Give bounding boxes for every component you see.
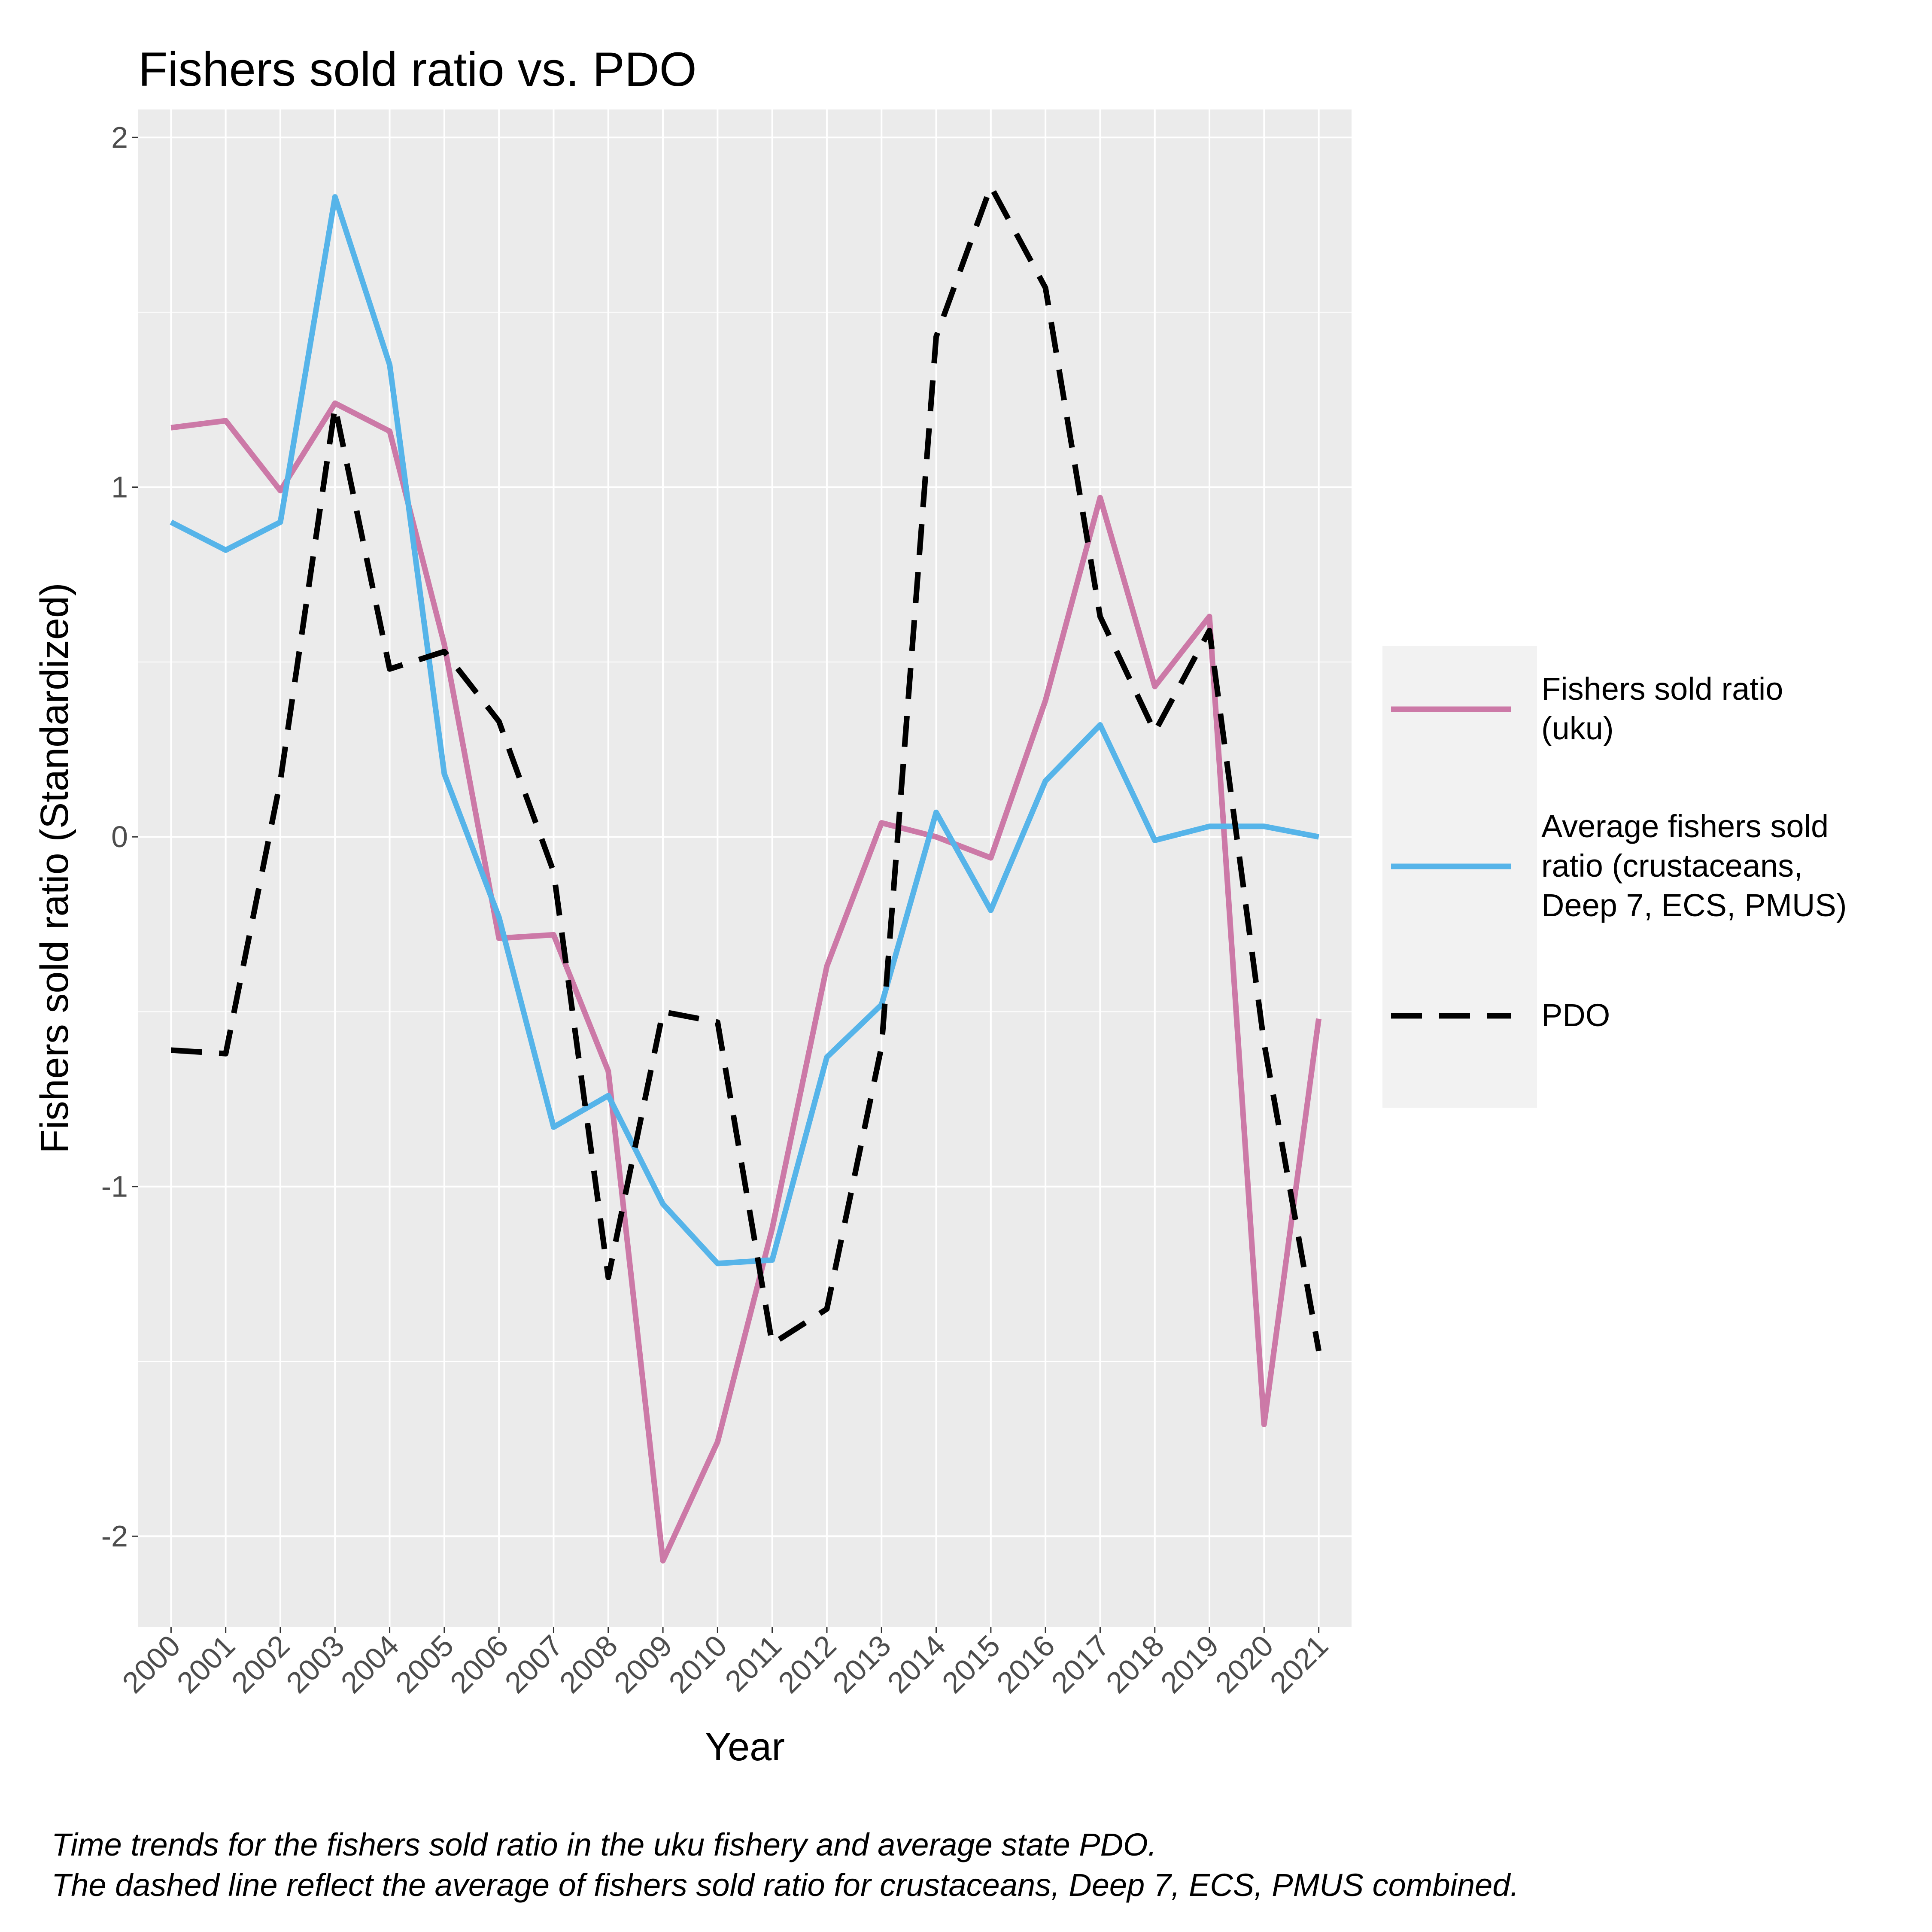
caption-line: The dashed line reflect the average of f… (52, 1867, 1519, 1903)
y-tick-label: 2 (111, 121, 128, 154)
y-axis: -2 -1 0 1 2 (101, 121, 138, 1553)
series-line-2 (170, 194, 1319, 1267)
legend: Fishers sold ratio (uku) Average fishers s… (1382, 646, 1847, 1108)
legend-label: Fishers sold ratio (1541, 671, 1783, 707)
series-layer (170, 183, 1322, 1564)
legend-label: Deep 7, ECS, PMUS) (1541, 887, 1847, 923)
y-axis-title: Fishers sold ratio (Standardized) (33, 583, 76, 1153)
x-axis-title: Year (705, 1725, 785, 1769)
legend-label: PDO (1541, 997, 1610, 1033)
chart-title: Fishers sold ratio vs. PDO (138, 43, 697, 96)
caption-line: Time trends for the fishers sold ratio i… (52, 1827, 1157, 1862)
series-line-1 (170, 400, 1322, 1564)
y-tick-label: 0 (111, 820, 128, 854)
grid-major (138, 109, 1352, 1627)
plot-panel (138, 109, 1352, 1627)
chart-caption: Time trends for the fishers sold ratio i… (52, 1827, 1519, 1903)
legend-background (1382, 646, 1537, 1108)
legend-label: (uku) (1541, 711, 1614, 746)
y-tick-label: 1 (111, 471, 128, 504)
legend-label: ratio (crustaceans, (1541, 848, 1803, 884)
y-tick-label: -2 (101, 1519, 128, 1553)
y-tick-label: -1 (101, 1170, 128, 1203)
series-line-3 (170, 183, 1321, 1352)
legend-label: Average fishers sold (1541, 808, 1829, 844)
